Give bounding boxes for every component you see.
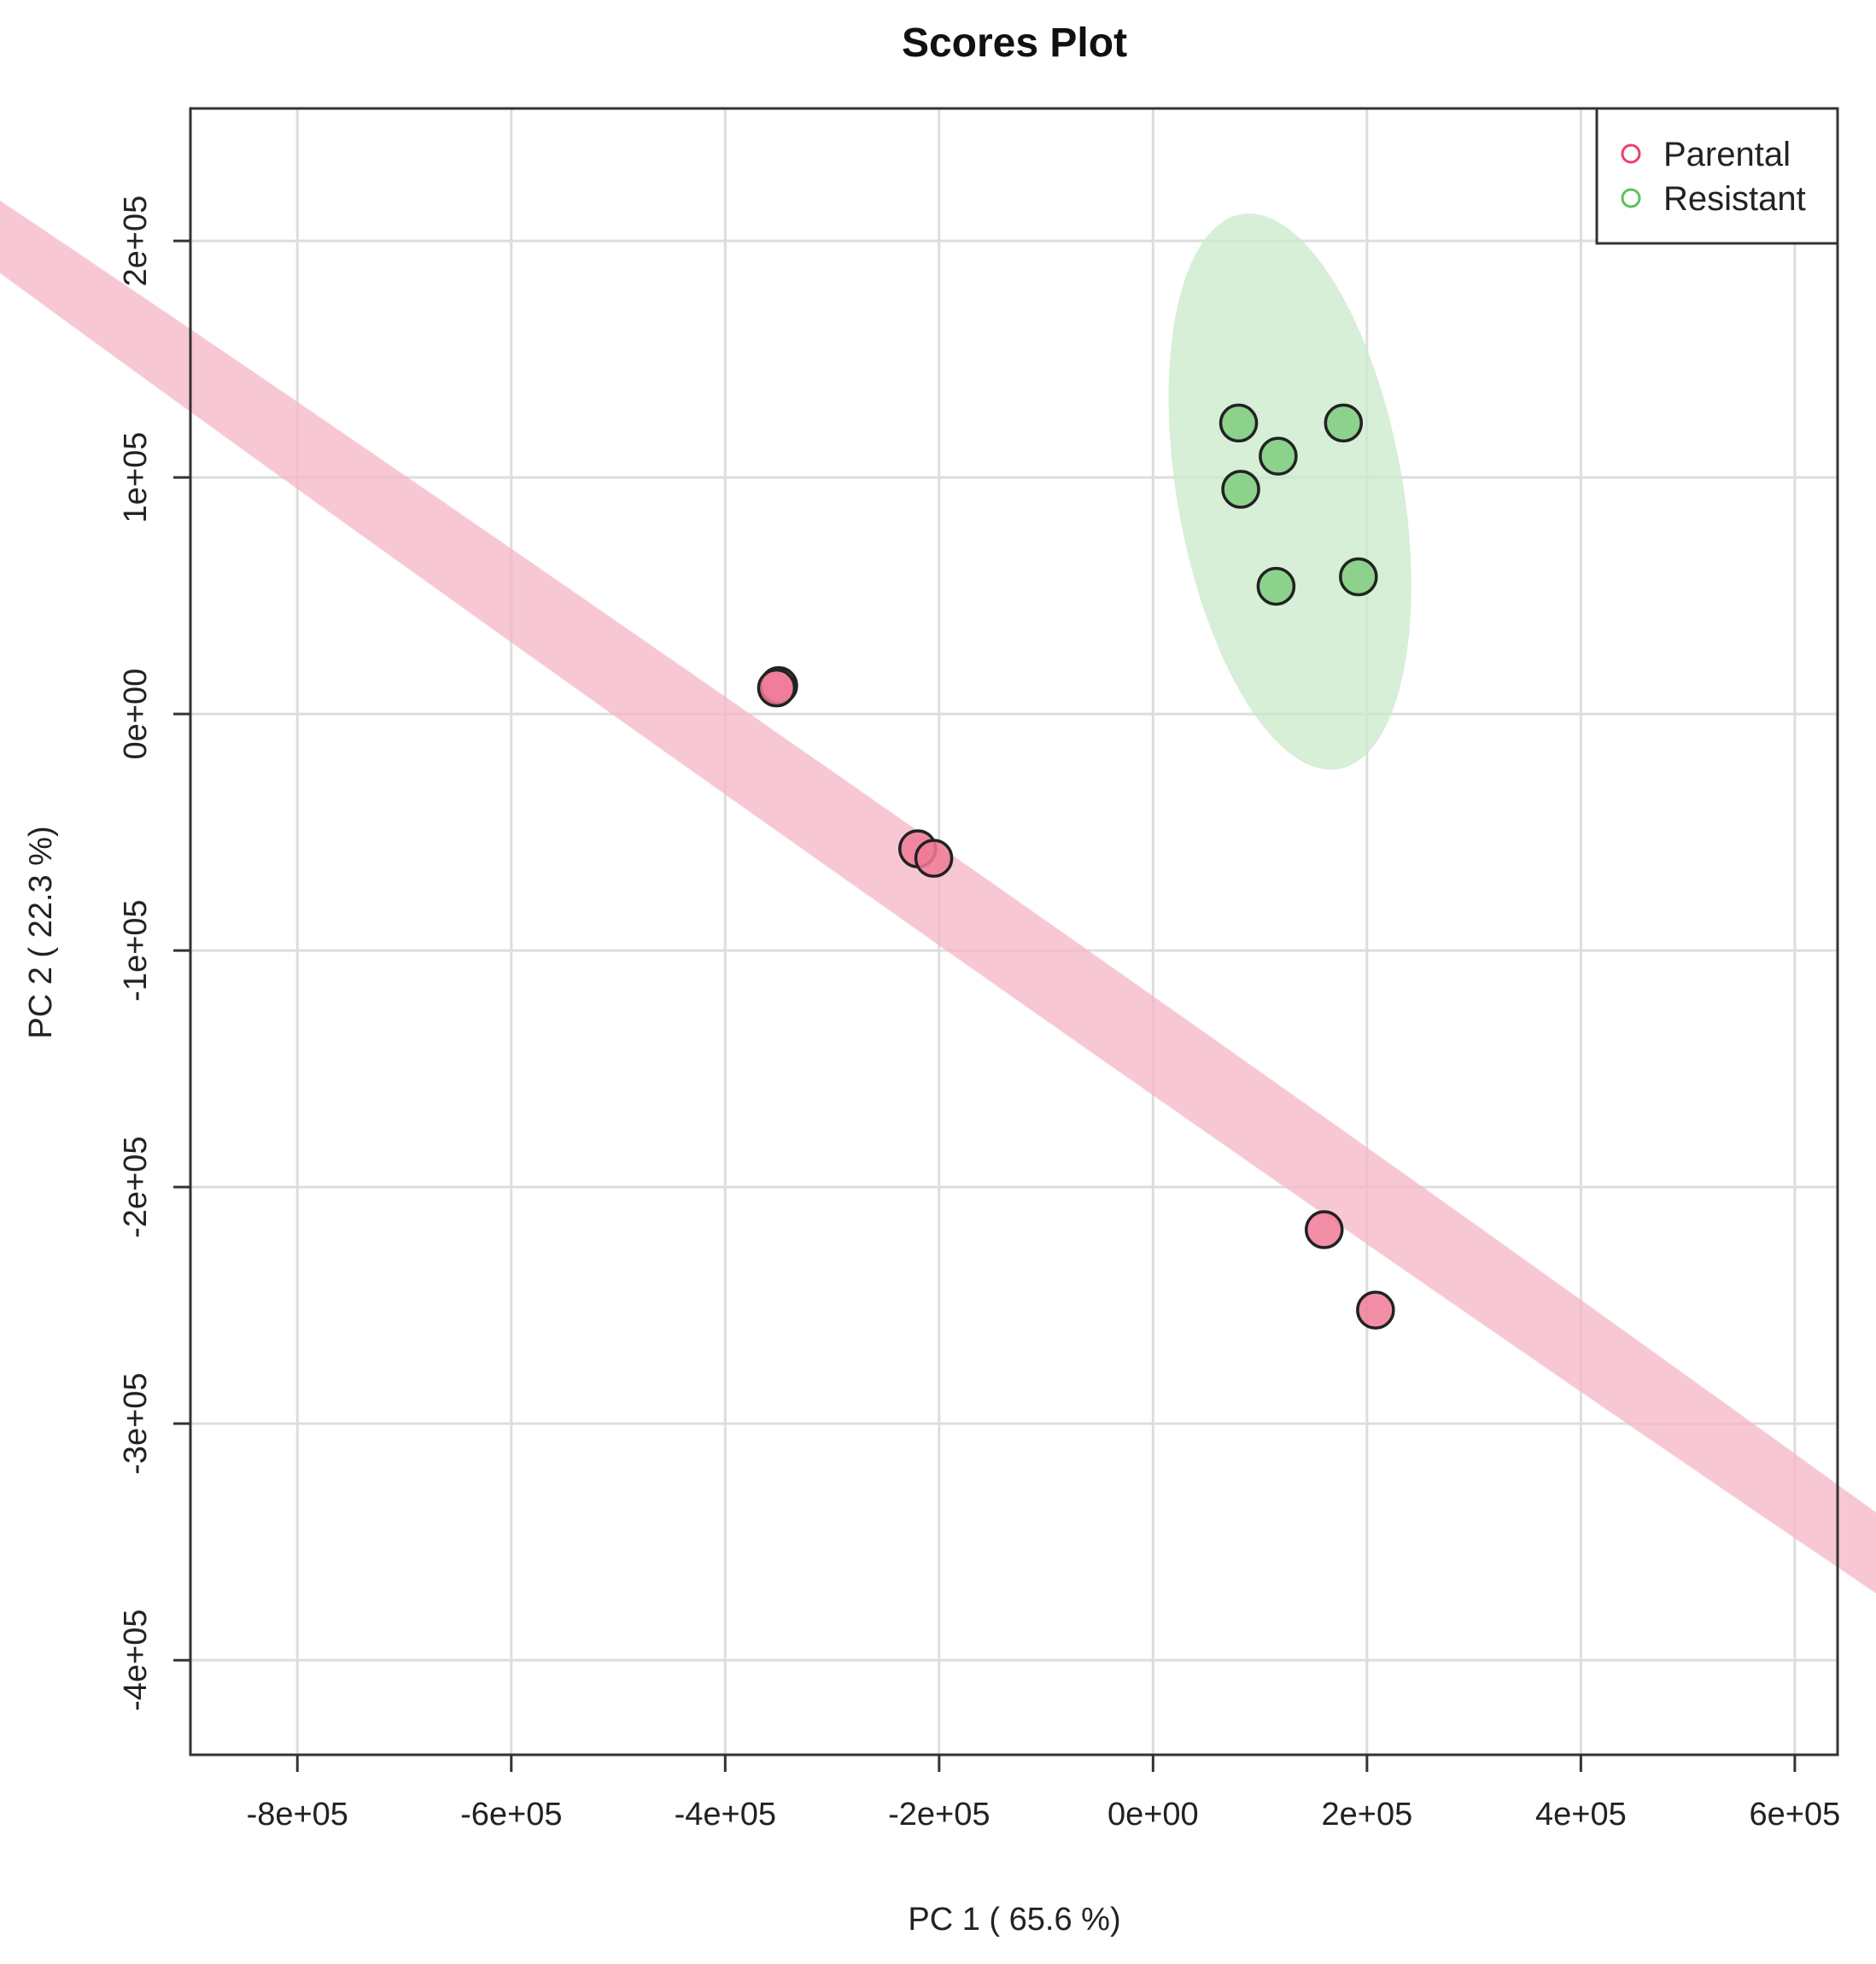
- x-tick-label: -8e+05: [247, 1797, 348, 1832]
- point-resistant: [1339, 557, 1378, 597]
- x-tick-label: -4e+05: [675, 1797, 776, 1832]
- y-axis-title: PC 2 ( 22.3 %): [23, 826, 59, 1038]
- legend: Parental Resistant: [1595, 107, 1839, 245]
- point-parental: [914, 839, 954, 878]
- legend-marker-resistant: [1621, 188, 1641, 208]
- y-tick-label: 2e+05: [118, 196, 154, 287]
- data-points: [757, 403, 1395, 1330]
- x-tick-label: 0e+00: [1107, 1797, 1199, 1832]
- y-tick-label: -4e+05: [118, 1610, 154, 1711]
- y-tick-label: -1e+05: [118, 899, 154, 1001]
- legend-label-parental: Parental: [1663, 136, 1791, 173]
- x-tick-label: 6e+05: [1750, 1797, 1841, 1832]
- legend-label-resistant: Resistant: [1663, 180, 1806, 218]
- x-tick-label: -6e+05: [460, 1797, 562, 1832]
- point-resistant: [1221, 470, 1260, 509]
- point-resistant: [1259, 436, 1298, 476]
- y-tick-label: 1e+05: [118, 432, 154, 523]
- y-tick-label: 0e+00: [118, 669, 154, 760]
- point-resistant: [1219, 403, 1259, 443]
- point-parental: [757, 668, 797, 708]
- legend-box: [1595, 107, 1839, 245]
- point-resistant: [1256, 566, 1296, 606]
- x-tick-label: 2e+05: [1321, 1797, 1412, 1832]
- point-parental: [1305, 1210, 1344, 1249]
- point-parental: [1356, 1290, 1395, 1330]
- y-tick-label: -2e+05: [118, 1136, 154, 1237]
- chart-title: Scores Plot: [902, 20, 1127, 66]
- plot-frame: [189, 107, 1839, 1756]
- point-resistant: [1324, 403, 1364, 443]
- legend-marker-parental: [1621, 143, 1641, 164]
- x-tick-label: 4e+05: [1535, 1797, 1627, 1832]
- x-tick-label: -2e+05: [888, 1797, 990, 1832]
- x-axis-title: PC 1 ( 65.6 %): [908, 1902, 1120, 1938]
- y-axis: -4e+05 -3e+05 -2e+05 -1e+05 0e+00 1e+05 2e+05: [118, 196, 190, 1711]
- ellipse-resistant: [1168, 213, 1411, 770]
- x-axis: -8e+05 -6e+05 -4e+05 -2e+05 0e+00 2e+05 4e+05 6…: [247, 1755, 1841, 1832]
- y-tick-label: -3e+05: [118, 1372, 154, 1474]
